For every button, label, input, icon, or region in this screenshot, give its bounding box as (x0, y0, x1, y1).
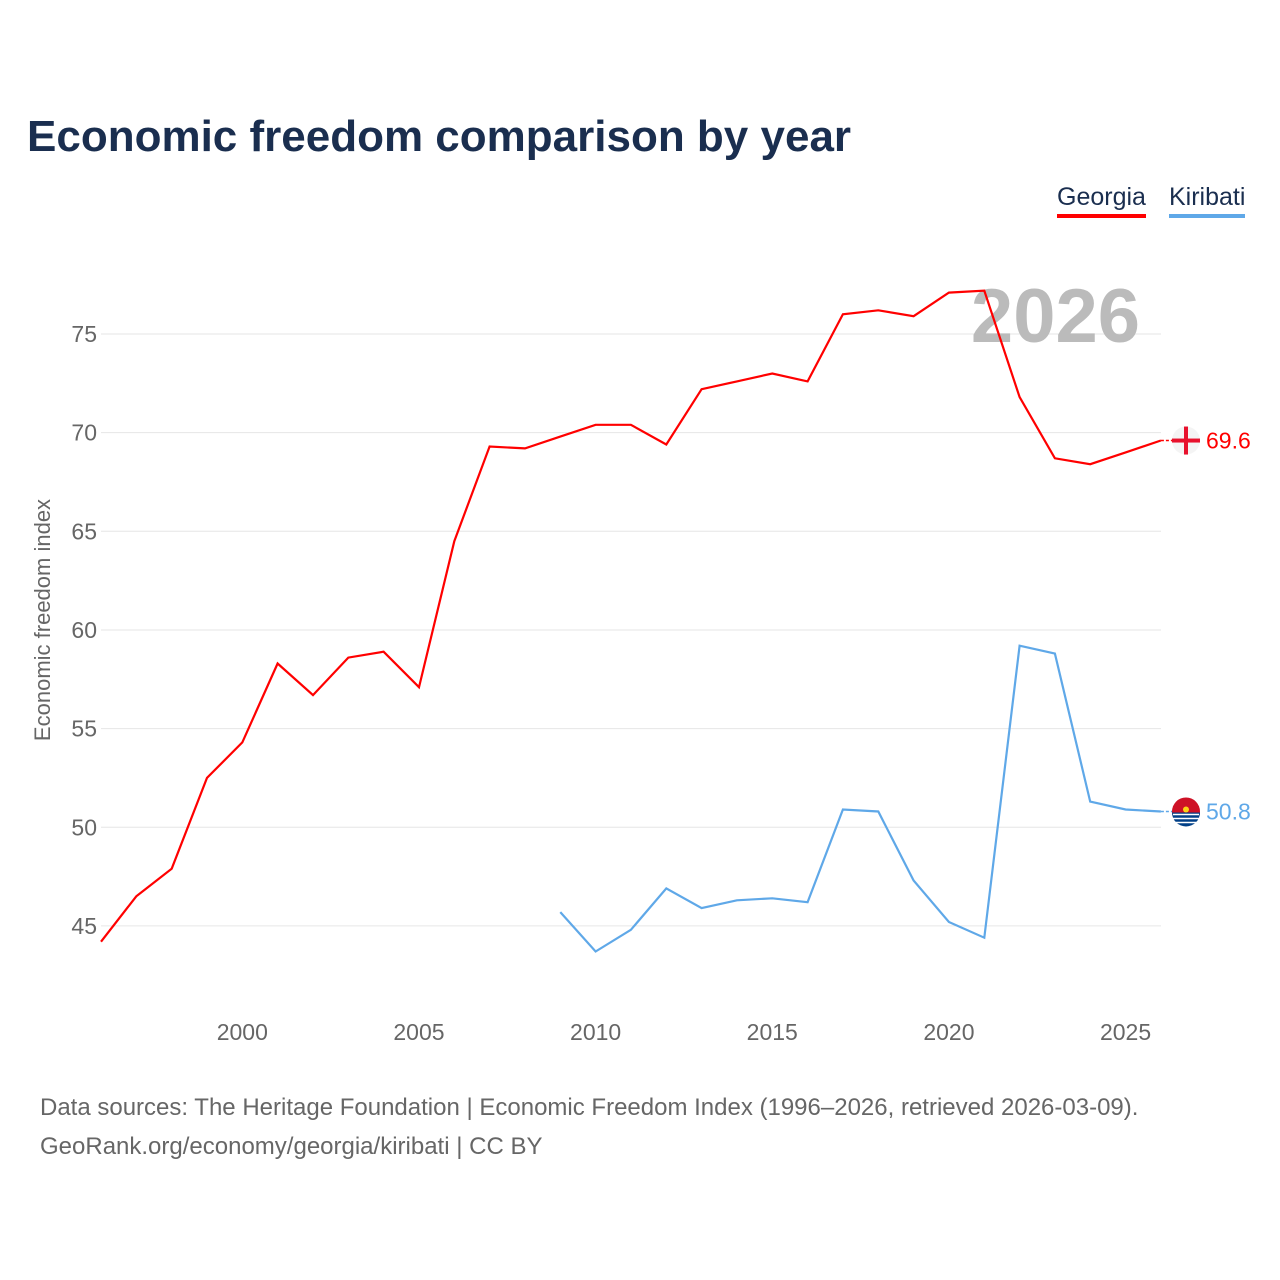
x-tick-label: 2015 (747, 1019, 798, 1045)
x-tick-label: 2005 (393, 1019, 444, 1045)
end-value-label: 50.8 (1206, 798, 1251, 824)
x-tick-label: 2000 (217, 1019, 268, 1045)
flag-cross (1184, 426, 1188, 455)
flag-sun (1183, 806, 1189, 813)
footer: Data sources: The Heritage Foundation | … (40, 1088, 1138, 1166)
legend-georgia[interactable]: Georgia (1057, 183, 1146, 218)
y-tick-label: 45 (71, 913, 97, 939)
x-tick-label: 2010 (570, 1019, 621, 1045)
end-value-label: 69.6 (1206, 428, 1251, 454)
series-line-georgia (100, 289, 1162, 943)
y-axis-label: Economic freedom index (30, 499, 55, 741)
legend-kiribati[interactable]: Kiribati (1169, 183, 1246, 218)
footer-sources: Data sources: The Heritage Foundation | … (40, 1094, 1139, 1121)
y-tick-label: 60 (71, 617, 97, 643)
y-tick-label: 50 (71, 814, 97, 840)
series-line-kiribati (559, 644, 1161, 953)
y-tick-label: 55 (71, 716, 97, 742)
x-tick-label: 2020 (923, 1019, 974, 1045)
y-tick-label: 75 (71, 321, 97, 347)
y-tick-label: 65 (71, 518, 97, 544)
chart-title: Economic freedom comparison by year (27, 112, 852, 161)
y-tick-label: 70 (71, 420, 97, 446)
footer-link[interactable]: GeoRank.org/economy/georgia/kiribati | C… (40, 1133, 543, 1160)
x-tick-label: 2025 (1100, 1019, 1151, 1045)
year-watermark: 2026 (971, 274, 1140, 359)
